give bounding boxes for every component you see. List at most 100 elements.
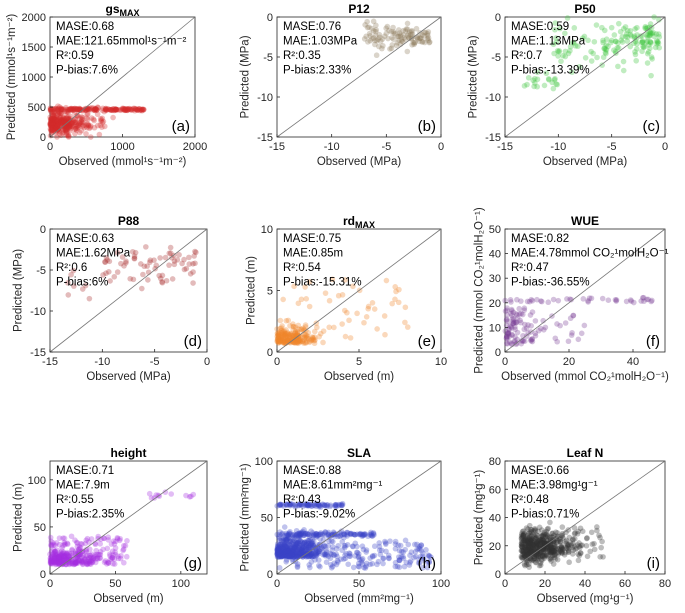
scatter-point bbox=[61, 553, 68, 559]
scatter-point bbox=[298, 296, 305, 303]
scatter-point bbox=[157, 275, 164, 282]
scatter-point bbox=[550, 296, 557, 303]
scatter-point bbox=[350, 531, 357, 537]
scatter-point bbox=[274, 337, 281, 344]
scatter-point bbox=[623, 298, 630, 305]
scatter-point bbox=[401, 35, 407, 41]
scatter-point bbox=[564, 15, 571, 21]
scatter-point bbox=[48, 121, 55, 127]
scatter-point bbox=[59, 551, 65, 557]
scatter-point bbox=[280, 337, 286, 344]
scatter-point bbox=[583, 535, 590, 542]
scatter-point bbox=[292, 340, 299, 346]
scatter-point bbox=[293, 332, 299, 339]
scatter-point bbox=[292, 329, 299, 336]
scatter-point bbox=[84, 535, 91, 542]
scatter-point bbox=[274, 330, 281, 336]
scatter-point bbox=[58, 106, 64, 113]
scatter-point bbox=[518, 338, 525, 344]
y-tick-label: 40 bbox=[489, 249, 501, 261]
scatter-point bbox=[405, 541, 412, 548]
stat-line: MASE:0.82 bbox=[511, 233, 569, 245]
scatter-point bbox=[57, 117, 64, 124]
scatter-point bbox=[87, 105, 94, 111]
scatter-point bbox=[62, 120, 69, 127]
scatter-point bbox=[575, 43, 581, 50]
stat-line: P-bias:-15.31% bbox=[283, 277, 362, 289]
scatter-point bbox=[283, 317, 290, 324]
scatter-point bbox=[640, 43, 646, 50]
scatter-point bbox=[274, 336, 281, 343]
scatter-point bbox=[78, 558, 85, 565]
scatter-point bbox=[644, 296, 650, 303]
scatter-point bbox=[71, 109, 78, 115]
scatter-point bbox=[282, 331, 288, 338]
stat-line: MAE:7.9m bbox=[56, 480, 110, 492]
scatter-point bbox=[295, 322, 302, 329]
scatter-point bbox=[331, 324, 337, 331]
scatter-point bbox=[585, 37, 591, 44]
scatter-point bbox=[121, 106, 128, 112]
scatter-point bbox=[426, 39, 433, 46]
scatter-point bbox=[50, 123, 57, 130]
scatter-point bbox=[111, 107, 118, 114]
scatter-point bbox=[373, 27, 379, 33]
x-tick-label: -10 bbox=[324, 141, 340, 153]
panel-letter: (f) bbox=[646, 333, 660, 350]
scatter-point bbox=[62, 127, 69, 134]
scatter-point bbox=[117, 555, 124, 562]
scatter-point bbox=[373, 22, 379, 29]
scatter-point bbox=[52, 555, 58, 562]
scatter-point bbox=[68, 105, 75, 112]
scatter-point bbox=[47, 106, 54, 113]
x-tick-label: 0 bbox=[274, 578, 280, 590]
scatter-point bbox=[67, 106, 74, 113]
scatter-point bbox=[56, 104, 63, 110]
scatter-point bbox=[299, 338, 306, 345]
x-tick-label: 0 bbox=[662, 141, 668, 153]
scatter-point bbox=[62, 120, 68, 126]
y-tick-label: 1000 bbox=[22, 72, 46, 84]
stat-line: MASE:0.59 bbox=[511, 21, 569, 33]
scatter-point bbox=[171, 261, 178, 268]
scatter-point bbox=[63, 126, 69, 133]
scatter-point bbox=[311, 337, 318, 344]
scatter-point bbox=[48, 117, 54, 124]
scatter-point bbox=[642, 23, 649, 30]
scatter-point bbox=[409, 31, 416, 37]
scatter-point bbox=[521, 305, 528, 311]
scatter-points bbox=[518, 519, 606, 570]
scatter-point bbox=[139, 107, 145, 114]
scatter-point bbox=[291, 335, 297, 341]
scatter-point bbox=[163, 277, 170, 284]
scatter-point bbox=[621, 25, 627, 32]
stat-line: MASE:0.66 bbox=[511, 465, 569, 477]
scatter-point bbox=[86, 560, 93, 567]
scatter-point bbox=[105, 106, 111, 112]
scatter-point bbox=[374, 326, 380, 332]
scatter-point bbox=[406, 562, 413, 568]
scatter-point bbox=[397, 33, 403, 39]
scatter-point bbox=[60, 126, 67, 133]
scatter-point bbox=[619, 39, 626, 45]
y-tick-label: 500 bbox=[28, 102, 46, 114]
scatter-point bbox=[136, 105, 142, 112]
scatter-point bbox=[339, 321, 345, 327]
scatter-point bbox=[51, 117, 57, 123]
scatter-point bbox=[192, 248, 198, 255]
scatter-point bbox=[584, 553, 591, 560]
scatter-point bbox=[624, 38, 631, 44]
scatter-point bbox=[308, 559, 315, 565]
scatter-point bbox=[63, 126, 69, 132]
scatter-point bbox=[280, 339, 287, 346]
scatter-point bbox=[80, 561, 86, 568]
scatter-point bbox=[124, 537, 130, 544]
scatter-point bbox=[517, 317, 523, 324]
scatter-point bbox=[53, 125, 60, 131]
scatter-point bbox=[60, 114, 66, 121]
scatter-point bbox=[49, 112, 56, 118]
scatter-point bbox=[80, 119, 87, 126]
scatter-point bbox=[48, 557, 55, 563]
scatter-point bbox=[523, 547, 529, 554]
